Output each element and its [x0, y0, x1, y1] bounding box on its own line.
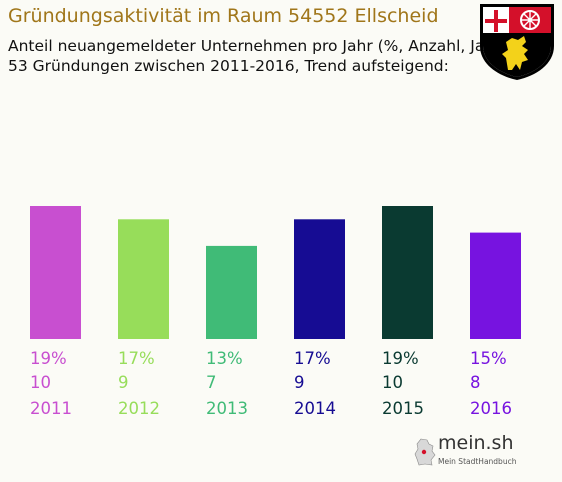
count-label-2016: 8 — [470, 373, 481, 392]
year-label-2016: 2016 — [470, 399, 512, 418]
logo-text: mein.sh — [438, 432, 514, 454]
percent-label-2012: 17% — [118, 349, 155, 368]
bars-group — [30, 206, 521, 339]
count-label-2011: 10 — [30, 373, 51, 392]
year-label-2012: 2012 — [118, 399, 160, 418]
percent-label-2011: 19% — [30, 349, 67, 368]
percent-label-2014: 17% — [294, 349, 331, 368]
chart-title: Gründungsaktivität im Raum 54552 Ellsche… — [8, 5, 439, 27]
subtitle-line-1: Anteil neuangemeldeter Unternehmen pro J… — [8, 37, 507, 55]
count-label-2014: 9 — [294, 373, 305, 392]
year-label-2014: 2014 — [294, 399, 336, 418]
mein-sh-logo[interactable]: mein.sh Mein StadtHandbuch — [414, 432, 526, 472]
bar-2014 — [294, 219, 345, 339]
bar-2013 — [206, 245, 257, 339]
year-label-2013: 2013 — [206, 399, 248, 418]
coat-of-arms-icon — [480, 4, 554, 80]
bar-2011 — [30, 206, 81, 339]
subtitle-line-2: 53 Gründungen zwischen 2011-2016, Trend … — [8, 57, 449, 75]
bar-2012 — [118, 219, 169, 339]
germany-map-icon — [414, 438, 436, 466]
logo-subtext: Mein StadtHandbuch — [438, 457, 517, 466]
chart-subtitle: Anteil neuangemeldeter Unternehmen pro J… — [8, 36, 507, 76]
percent-label-2016: 15% — [470, 349, 507, 368]
bar-2016 — [470, 232, 521, 339]
year-label-2011: 2011 — [30, 399, 72, 418]
percent-label-2013: 13% — [206, 349, 243, 368]
percent-label-2015: 19% — [382, 349, 419, 368]
count-label-2015: 10 — [382, 373, 403, 392]
count-label-2013: 7 — [206, 373, 217, 392]
bar-2015 — [382, 206, 433, 339]
labels-group: 19% 10 2011 17% 9 2012 13% 7 2013 17% 9 2014 19% 10 20… — [30, 349, 512, 418]
count-label-2012: 9 — [118, 373, 129, 392]
year-label-2015: 2015 — [382, 399, 424, 418]
